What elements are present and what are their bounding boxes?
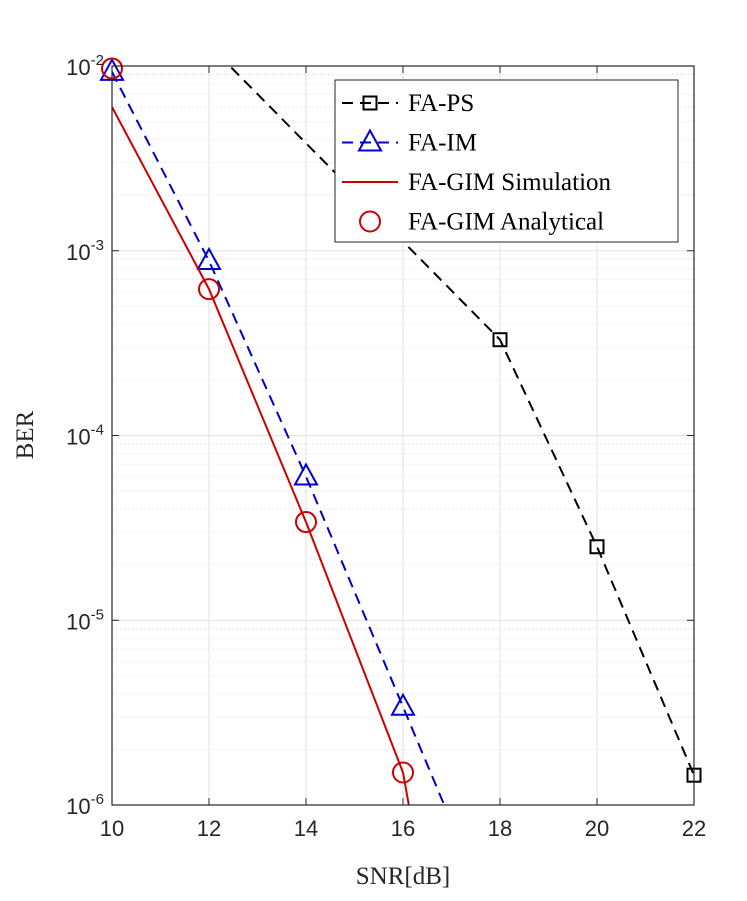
data-point-triangle — [390, 692, 416, 716]
legend-label: FA-GIM Analytical — [408, 209, 604, 236]
data-point-square — [492, 332, 508, 348]
data-point-triangle — [293, 462, 319, 486]
y-tick-label: 10-3 — [66, 237, 104, 265]
x-tick-label: 16 — [391, 816, 415, 841]
data-point-triangle — [196, 246, 222, 271]
legend-entry: FA-IM — [342, 128, 477, 157]
legend-entry: FA-GIM Analytical — [359, 209, 604, 236]
y-axis-label: BER — [12, 410, 39, 459]
legend-label: FA-IM — [408, 130, 477, 157]
ticks — [111, 65, 695, 806]
y-tick-label: 10-5 — [66, 606, 104, 634]
data-point-square — [589, 539, 605, 555]
legend-marker-triangle — [357, 128, 383, 152]
series-fa-gim-simulation — [112, 106, 410, 805]
y-tick-label: 10-2 — [66, 52, 104, 80]
tick-labels: 10 12 14 16 18 20 22 10-6 10-5 10-4 10-3 10-2 — [66, 52, 706, 841]
y-tick-label: 10-4 — [66, 422, 104, 450]
legend-entry: FA-PS — [342, 90, 474, 117]
data-point-circle — [392, 761, 414, 784]
legend-marker-square — [362, 95, 378, 111]
x-tick-label: 20 — [585, 816, 609, 841]
x-tick-label: 14 — [294, 816, 318, 841]
data-point-circle — [295, 511, 317, 534]
x-tick-label: 10 — [100, 816, 124, 841]
data-point-circle — [198, 278, 220, 301]
legend-label: FA-GIM Simulation — [408, 169, 612, 196]
x-tick-label: 12 — [197, 816, 221, 841]
x-tick-label: 18 — [488, 816, 512, 841]
legend-marker-circle — [359, 210, 381, 233]
x-axis-label: SNR[dB] — [356, 863, 450, 890]
legend-label: FA-PS — [408, 90, 474, 117]
legend-box — [334, 79, 679, 243]
series-line — [112, 106, 410, 805]
x-tick-label: 22 — [682, 816, 706, 841]
legend-entry: FA-GIM Simulation — [342, 169, 612, 196]
series-fa-gim-analytical — [101, 57, 414, 784]
legend: FA-PS FA-IM FA-GIM Simulation FA-GIM Analyt… — [334, 79, 679, 243]
y-tick-label: 10-6 — [66, 791, 104, 819]
